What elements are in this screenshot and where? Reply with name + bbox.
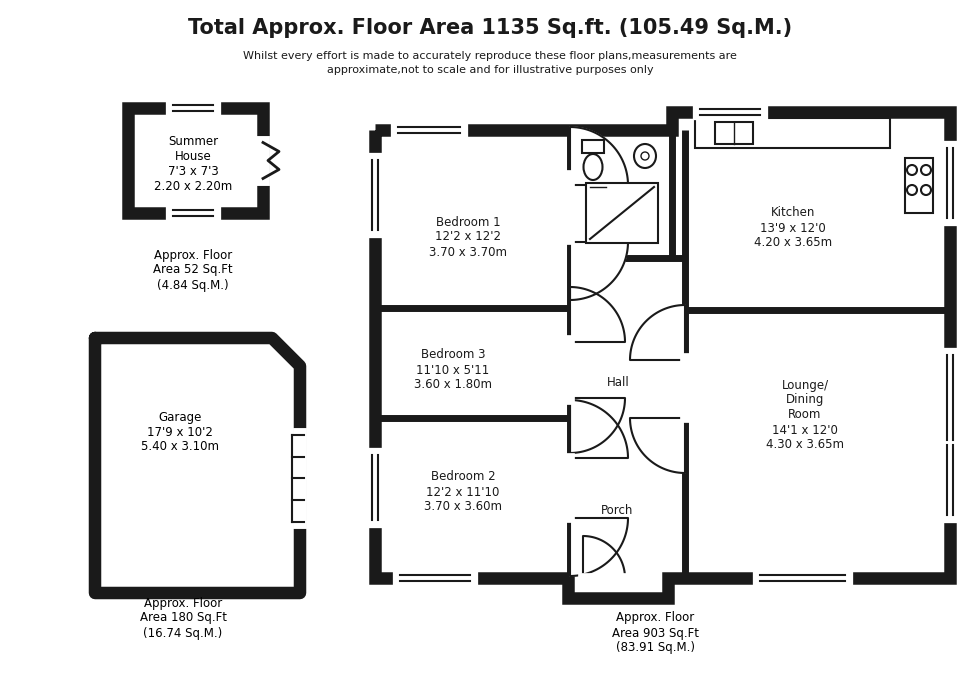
- Text: Garage
17'9 x 10'2
5.40 x 3.10m: Garage 17'9 x 10'2 5.40 x 3.10m: [141, 410, 219, 453]
- Ellipse shape: [634, 144, 656, 168]
- Text: Bedroom 2
12'2 x 11'10
3.70 x 3.60m: Bedroom 2 12'2 x 11'10 3.70 x 3.60m: [424, 471, 502, 513]
- Text: Hall: Hall: [607, 376, 629, 388]
- Text: Approx. Floor
Area 180 Sq.Ft
(16.74 Sq.M.): Approx. Floor Area 180 Sq.Ft (16.74 Sq.M…: [139, 597, 226, 639]
- Polygon shape: [570, 127, 628, 185]
- Circle shape: [921, 165, 931, 175]
- Text: Total Approx. Floor Area 1135 Sq.ft. (105.49 Sq.M.): Total Approx. Floor Area 1135 Sq.ft. (10…: [188, 18, 792, 38]
- Text: Bedroom 3
11'10 x 5'11
3.60 x 1.80m: Bedroom 3 11'10 x 5'11 3.60 x 1.80m: [414, 349, 492, 392]
- Circle shape: [921, 185, 931, 195]
- Polygon shape: [583, 536, 625, 578]
- Polygon shape: [375, 112, 950, 598]
- Text: Summer
House
7'3 x 7'3
2.20 x 2.20m: Summer House 7'3 x 7'3 2.20 x 2.20m: [154, 135, 232, 193]
- Polygon shape: [570, 242, 628, 300]
- Circle shape: [907, 165, 917, 175]
- Bar: [715, 122, 753, 144]
- Ellipse shape: [583, 154, 603, 180]
- Text: Approx. Floor
Area 52 Sq.Ft
(4.84 Sq.M.): Approx. Floor Area 52 Sq.Ft (4.84 Sq.M.): [153, 248, 233, 291]
- Polygon shape: [95, 338, 300, 593]
- Text: Approx. Floor
Area 903 Sq.Ft
(83.91 Sq.M.): Approx. Floor Area 903 Sq.Ft (83.91 Sq.M…: [612, 612, 699, 655]
- Text: Lounge/
Dining
Room
14'1 x 12'0
4.30 x 3.65m: Lounge/ Dining Room 14'1 x 12'0 4.30 x 3…: [766, 379, 844, 451]
- Bar: [586, 183, 658, 243]
- Text: Bedroom 1
12'2 x 12'2
3.70 x 3.70m: Bedroom 1 12'2 x 12'2 3.70 x 3.70m: [429, 215, 507, 259]
- Polygon shape: [570, 518, 628, 576]
- Polygon shape: [570, 400, 628, 458]
- Circle shape: [907, 185, 917, 195]
- Polygon shape: [630, 418, 685, 473]
- Bar: [128, 108, 263, 213]
- Polygon shape: [630, 305, 685, 360]
- Circle shape: [641, 152, 649, 160]
- Bar: [695, 118, 890, 148]
- Bar: [905, 158, 933, 213]
- Polygon shape: [570, 287, 625, 342]
- Text: Kitchen
13'9 x 12'0
4.20 x 3.65m: Kitchen 13'9 x 12'0 4.20 x 3.65m: [754, 206, 832, 250]
- Text: Porch: Porch: [601, 504, 633, 516]
- Polygon shape: [570, 398, 625, 453]
- Bar: [582, 140, 604, 153]
- Text: Whilst every effort is made to accurately reproduce these floor plans,measuremen: Whilst every effort is made to accuratel…: [243, 51, 737, 75]
